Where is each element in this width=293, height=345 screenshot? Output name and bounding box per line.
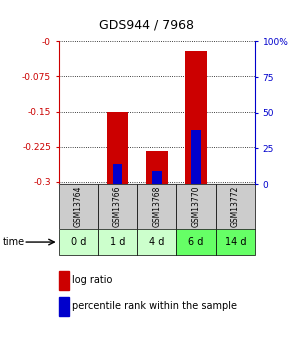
Text: 14 d: 14 d [224, 237, 246, 247]
Text: time: time [3, 237, 25, 247]
Bar [113, 164, 122, 184]
Bar [98, 229, 137, 255]
Bar [216, 184, 255, 229]
Bar [176, 229, 216, 255]
Bar [216, 229, 255, 255]
Text: GSM13766: GSM13766 [113, 186, 122, 227]
Bar [59, 184, 98, 229]
Bar [137, 184, 176, 229]
Text: 0 d: 0 d [71, 237, 86, 247]
Text: GSM13770: GSM13770 [192, 186, 200, 227]
Bar [107, 111, 128, 184]
Text: log ratio: log ratio [72, 276, 112, 285]
Text: GDS944 / 7968: GDS944 / 7968 [99, 18, 194, 31]
Bar [152, 171, 162, 184]
Bar [98, 184, 137, 229]
Bar [146, 151, 168, 184]
Text: GSM13772: GSM13772 [231, 186, 240, 227]
Text: GSM13764: GSM13764 [74, 186, 83, 227]
Bar [185, 51, 207, 184]
Text: 6 d: 6 d [188, 237, 204, 247]
Text: GSM13768: GSM13768 [152, 186, 161, 227]
Bar [176, 184, 216, 229]
Text: percentile rank within the sample: percentile rank within the sample [72, 302, 237, 311]
Text: 4 d: 4 d [149, 237, 164, 247]
Bar [191, 130, 201, 184]
Bar [59, 229, 98, 255]
Text: 1 d: 1 d [110, 237, 125, 247]
Bar [137, 229, 176, 255]
